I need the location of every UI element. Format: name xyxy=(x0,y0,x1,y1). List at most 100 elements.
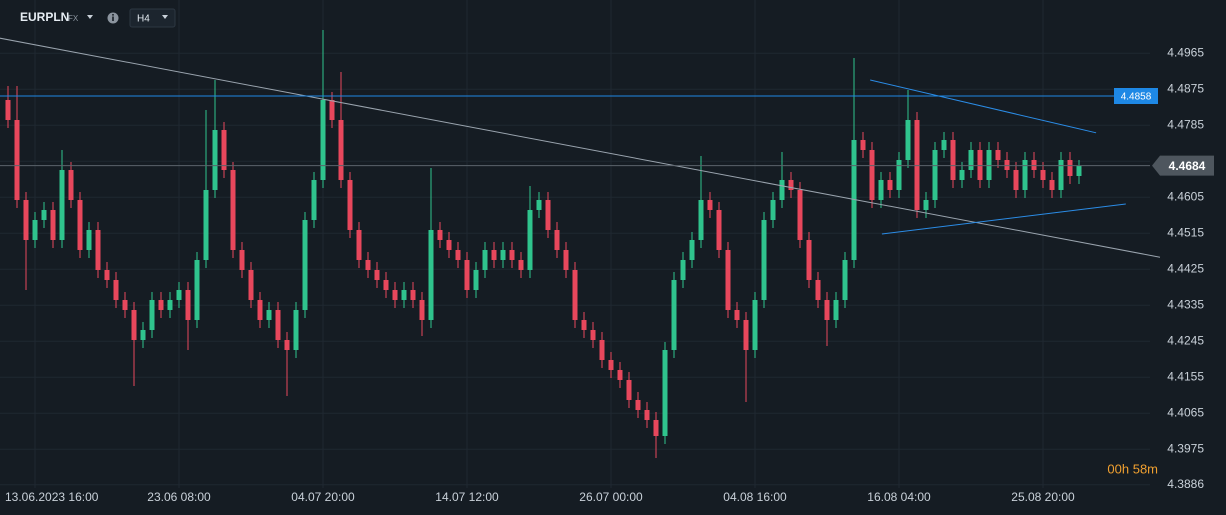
candle-body xyxy=(599,340,605,360)
candle-body xyxy=(554,230,560,250)
candle-body xyxy=(374,270,380,280)
candle-body xyxy=(572,270,578,320)
candle-body xyxy=(824,300,830,320)
candle-body xyxy=(1058,160,1064,190)
candle-body xyxy=(626,380,632,400)
candle-body xyxy=(221,130,227,170)
candle-body xyxy=(482,250,488,270)
candle-body xyxy=(608,360,614,370)
timeframe: H4 xyxy=(137,14,150,25)
candle-body xyxy=(86,230,92,250)
timeframe-button[interactable] xyxy=(129,8,176,28)
candle-body xyxy=(275,310,281,340)
candle-body xyxy=(878,180,884,200)
y-tick-label: 4.4155 xyxy=(1167,369,1204,383)
candle-body xyxy=(140,330,146,340)
candle-body xyxy=(293,310,299,350)
candle-body xyxy=(869,150,875,200)
symbol-dropdown[interactable] xyxy=(87,15,93,19)
candle-body xyxy=(419,300,425,320)
candle-body xyxy=(779,180,785,200)
plot xyxy=(5,30,1082,458)
candle-body xyxy=(842,260,848,300)
candle-body xyxy=(671,280,677,350)
candle-body xyxy=(914,120,920,210)
toolbar: EURPLN FX H4 xyxy=(20,8,176,28)
candle-body xyxy=(32,220,38,240)
candle-body xyxy=(617,370,623,380)
price-line-label: 4.4858 xyxy=(1121,92,1152,103)
candle-body xyxy=(860,140,866,150)
candle-body xyxy=(329,100,335,120)
candle-body xyxy=(14,120,20,200)
candle-body xyxy=(1040,170,1046,180)
candle-body xyxy=(716,210,722,250)
candle-body xyxy=(302,220,308,310)
candle-body xyxy=(563,250,569,270)
price-line-label-bg xyxy=(1114,88,1158,104)
candle-body xyxy=(23,200,29,240)
candle-body xyxy=(1049,180,1055,190)
candle-body xyxy=(1013,170,1019,190)
candle-body xyxy=(95,230,101,270)
candle-body xyxy=(230,170,236,250)
candle-body xyxy=(536,200,542,210)
candle-body xyxy=(1004,160,1010,170)
y-tick-label: 4.4515 xyxy=(1167,225,1204,239)
candle-body xyxy=(986,150,992,180)
y-tick-label: 4.4875 xyxy=(1167,81,1204,95)
candle-body xyxy=(833,300,839,320)
candle-body xyxy=(122,300,128,310)
candle-body xyxy=(662,350,668,436)
candle-body xyxy=(410,290,416,300)
candle-body xyxy=(725,250,731,310)
candle-body xyxy=(797,190,803,240)
candle-body xyxy=(545,200,551,230)
candle-body xyxy=(635,400,641,410)
candle-body xyxy=(194,260,200,320)
candle-body xyxy=(176,290,182,300)
candle-body xyxy=(473,270,479,290)
candle-body xyxy=(113,280,119,300)
candle-body xyxy=(977,150,983,180)
symbol[interactable]: EURPLN xyxy=(20,10,69,24)
candle-body xyxy=(941,140,947,150)
candle-body xyxy=(311,180,317,220)
x-tick-label: 25.08 20:00 xyxy=(1011,490,1075,504)
y-tick-label: 4.4065 xyxy=(1167,405,1204,419)
candle-body xyxy=(815,280,821,300)
candle-body xyxy=(428,230,434,320)
candle-body xyxy=(1067,160,1073,176)
x-tick-label: 23.06 08:00 xyxy=(147,490,211,504)
candle-body xyxy=(149,300,155,330)
candle-body xyxy=(464,260,470,290)
candle-body xyxy=(212,130,218,190)
last-price-label: 4.4684 xyxy=(1169,159,1206,173)
candle-body xyxy=(5,100,11,120)
candle-body xyxy=(770,200,776,220)
candle-body xyxy=(437,230,443,240)
candle-body xyxy=(365,260,371,270)
candle-body xyxy=(500,250,506,260)
y-tick-label: 4.3975 xyxy=(1167,441,1204,455)
candle-body xyxy=(743,320,749,350)
candle-body xyxy=(509,250,515,260)
candle-body xyxy=(581,320,587,330)
candle-body xyxy=(518,260,524,270)
last-price-label-bg xyxy=(1152,155,1214,176)
grid: 4.49654.48754.47854.46954.46054.45154.44… xyxy=(0,0,1204,504)
market: FX xyxy=(68,14,79,23)
candle-body xyxy=(185,290,191,320)
candle-body xyxy=(932,150,938,200)
candle-body xyxy=(356,230,362,260)
candle-body xyxy=(50,210,56,240)
candle-body xyxy=(455,250,461,260)
info-icon-glyph xyxy=(112,14,114,16)
candle-body xyxy=(320,100,326,180)
y-tick-label: 4.3886 xyxy=(1167,477,1204,491)
trend-line xyxy=(0,37,1161,258)
candle-body xyxy=(131,310,137,340)
info-icon-glyph xyxy=(112,16,114,21)
candle-body xyxy=(104,270,110,280)
